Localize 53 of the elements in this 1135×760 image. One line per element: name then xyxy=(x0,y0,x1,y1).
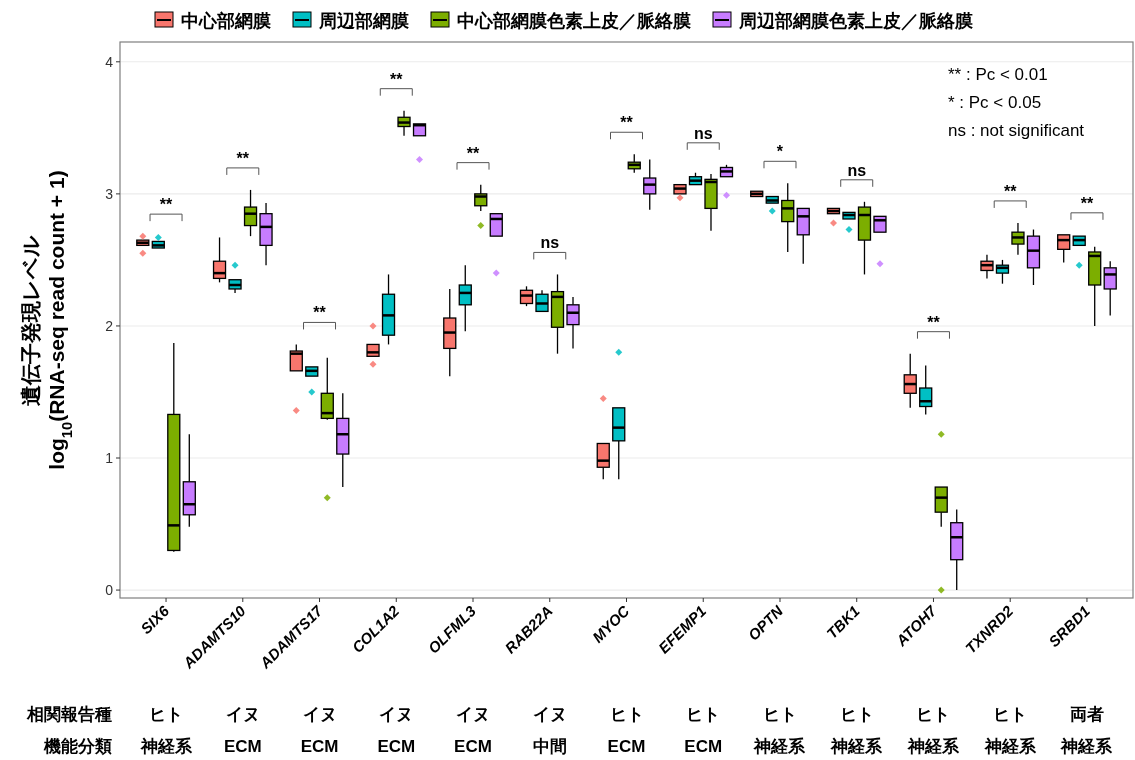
annotation: ns xyxy=(847,161,867,179)
y-tick-label: 4 xyxy=(105,53,114,70)
text: ECM xyxy=(223,737,262,756)
text: 神経系 xyxy=(139,737,193,756)
annotation: ns xyxy=(540,234,560,252)
text: 神経系 xyxy=(830,737,884,756)
text: 両者 xyxy=(1069,705,1104,724)
annotation: ns : not significant xyxy=(948,121,1085,140)
legend-label: 中心部網膜 xyxy=(181,11,271,31)
text: ヒト xyxy=(916,705,951,724)
text: ECM xyxy=(300,737,339,756)
text: ヒト xyxy=(149,705,184,724)
y-tick-label: 2 xyxy=(105,317,114,334)
annotation: * xyxy=(776,143,784,161)
annotation: ** xyxy=(236,149,250,167)
text: イヌ xyxy=(225,705,260,724)
legend-label: 周辺部網膜色素上皮／脈絡膜 xyxy=(738,11,973,31)
annotation: ** xyxy=(927,313,941,331)
text: イヌ xyxy=(379,705,414,724)
text: 中間 xyxy=(532,737,567,756)
text: ヒト xyxy=(993,705,1028,724)
annotation: ** : Pc < 0.01 xyxy=(948,65,1048,84)
text: ECM xyxy=(607,737,646,756)
annotation: ** xyxy=(1080,194,1094,212)
text: ヒト xyxy=(609,705,644,724)
text: ECM xyxy=(377,737,416,756)
y-tick-label: 0 xyxy=(105,582,114,599)
text: イヌ xyxy=(456,705,491,724)
annotation: ** xyxy=(1003,182,1018,200)
annotation: ** xyxy=(313,304,327,322)
text: 神経系 xyxy=(753,737,807,756)
text: ヒト xyxy=(839,705,874,724)
annotation: ** xyxy=(466,144,481,162)
text: 神経系 xyxy=(906,737,960,756)
text: 神経系 xyxy=(983,737,1037,756)
annotation: * : Pc < 0.05 xyxy=(948,93,1042,112)
legend-label: 周辺部網膜 xyxy=(318,11,409,31)
text: イヌ xyxy=(302,705,337,724)
legend-label: 中心部網膜色素上皮／脈絡膜 xyxy=(457,11,691,31)
text: 相関報告種 xyxy=(26,705,112,724)
text: ECM xyxy=(454,737,492,756)
annotation: ** xyxy=(620,114,634,132)
annotation: ** xyxy=(159,196,174,214)
text: ヒト xyxy=(762,705,797,724)
annotation: ns xyxy=(693,124,713,142)
y-tick-label: 3 xyxy=(105,185,114,202)
text: 神経系 xyxy=(1060,737,1114,756)
text: ECM xyxy=(684,737,723,756)
text: ヒト xyxy=(686,705,721,724)
annotation: ** xyxy=(390,70,404,88)
text: イヌ xyxy=(532,705,567,724)
text: 機能分類 xyxy=(43,737,112,756)
y-tick-label: 1 xyxy=(105,450,114,467)
